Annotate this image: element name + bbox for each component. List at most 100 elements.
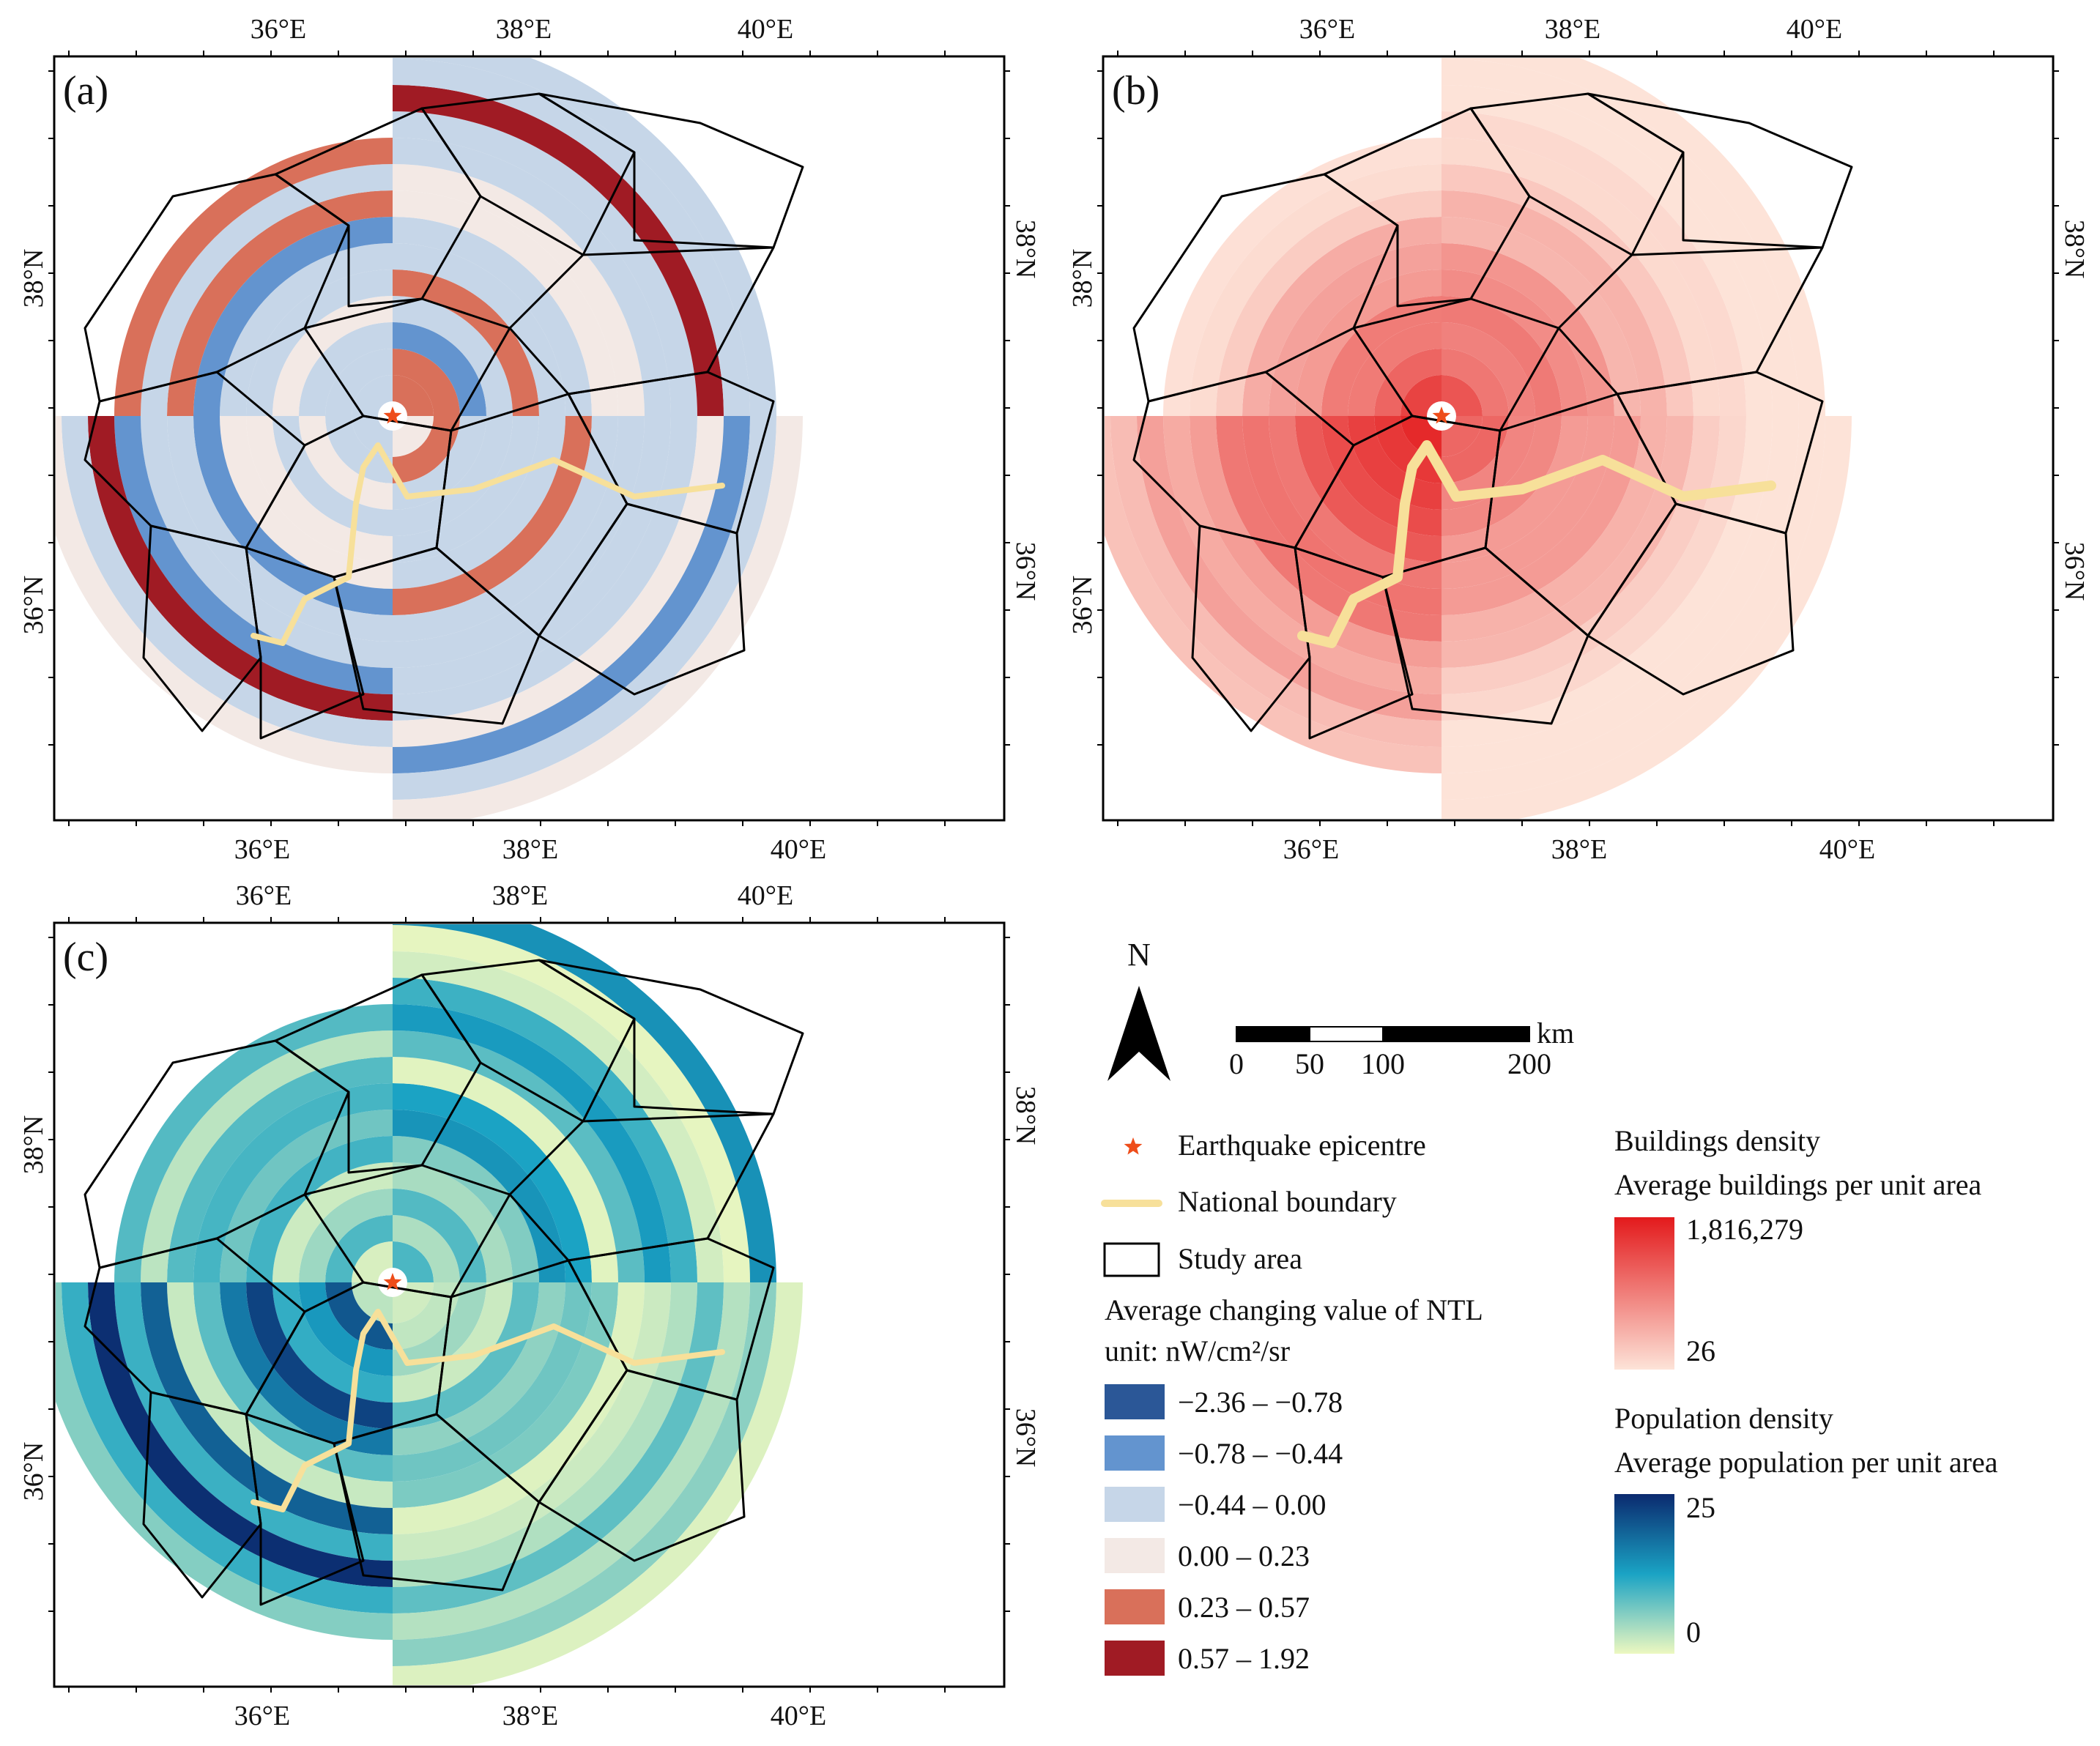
panel-a-left-lat-label: 36°N [18, 576, 49, 635]
population-legend-max: 25 [1686, 1491, 1715, 1524]
north-arrow-icon [1107, 986, 1170, 1081]
panel-a-left-lat-label: 38°N [18, 249, 49, 308]
panel-c-right-lat-label: 36°N [1010, 1408, 1041, 1468]
panel-c-ticks [48, 917, 1010, 1693]
panel-b-rings [1105, 58, 1852, 819]
ntl-class-swatch [1105, 1487, 1165, 1522]
legend-epicentre: Earthquake epicentre [1124, 1129, 1426, 1162]
epicentre-star-icon [383, 406, 402, 424]
district-boundary [1191, 524, 1311, 732]
panel-c-right-lat-label: 38°N [1010, 1086, 1041, 1145]
district-boundary [1469, 92, 1685, 256]
ntl-class-label: −0.78 – −0.44 [1178, 1437, 1343, 1470]
panel-a-label: (a) [63, 68, 108, 114]
panel-a-top-lon-label: 38°E [496, 14, 552, 45]
ntl-class-swatch [1105, 1641, 1165, 1676]
panel-b-bottom-lon-label: 40°E [1819, 834, 1875, 865]
panel-a-bottom-lon-label: 36°E [234, 834, 290, 865]
district-boundary [1352, 297, 1560, 432]
district-boundary [1587, 502, 1795, 696]
panel-b-left-lat-label: 38°N [1067, 249, 1098, 308]
district-boundary [567, 371, 775, 535]
panel-c-rings [56, 924, 803, 1685]
district-boundary [420, 92, 636, 256]
panel-b-epicentre [1432, 406, 1451, 424]
panel-a-right-lat-label: 36°N [1010, 542, 1041, 601]
legend-study-area: Study area [1103, 1242, 1302, 1277]
buildings-legend-subtitle: Average buildings per unit area [1614, 1168, 1982, 1201]
panel-c-bottom-lon-label: 38°E [502, 1701, 558, 1731]
panel-b-bottom-lon-label: 36°E [1283, 834, 1339, 865]
panel-a-bottom-lon-label: 40°E [771, 834, 826, 865]
legend-national-boundary: National boundary [1101, 1185, 1397, 1218]
legend-study-area-label: Study area [1178, 1242, 1302, 1275]
panel-c-bottom-lon-label: 36°E [234, 1701, 290, 1731]
population-legend-min: 0 [1686, 1616, 1701, 1649]
scale-bar-tick: 0 [1229, 1047, 1244, 1080]
panel-c-left-lat-label: 36°N [18, 1442, 49, 1501]
ntl-legend-classes: −2.36 – −0.78 −0.78 – −0.44 −0.44 – 0.00 0.… [1105, 1384, 1343, 1676]
panel-c-label: (c) [63, 935, 108, 980]
panel-a-right-lat-label: 38°N [1010, 220, 1041, 279]
ntl-class-swatch [1105, 1435, 1165, 1471]
panel-b-label: (b) [1112, 68, 1160, 114]
ntl-class-swatch [1105, 1589, 1165, 1624]
panel-c-epicentre [383, 1273, 402, 1290]
panel-b-right-lat-label: 36°N [2059, 542, 2090, 601]
panel-b-national-boundary [1297, 440, 1776, 648]
buildings-colorbar [1614, 1217, 1674, 1370]
panel-b-right-lat-label: 38°N [2059, 220, 2090, 279]
district-boundary [303, 1164, 511, 1299]
district-boundary [420, 959, 636, 1123]
panel-b-ticks [1097, 51, 2059, 826]
scale-bar-unit: km [1537, 1017, 1574, 1050]
district-boundary [567, 1237, 775, 1401]
epicentre-star-icon [1124, 1137, 1143, 1155]
population-legend-title: Population density [1614, 1402, 1833, 1435]
legend-epicentre-label: Earthquake epicentre [1178, 1129, 1426, 1162]
national-boundary-line [251, 442, 725, 646]
district-boundary [538, 1369, 746, 1562]
ntl-class-label: −0.44 – 0.00 [1178, 1488, 1327, 1521]
district-boundary [538, 502, 746, 696]
ntl-legend-title: Average changing value of NTL [1105, 1293, 1483, 1326]
epicentre-star-icon [383, 1273, 402, 1290]
panel-c-bottom-lon-label: 40°E [771, 1701, 826, 1731]
district-boundary [333, 1413, 541, 1591]
panel-c-national-boundary [251, 1309, 725, 1512]
buildings-legend-title: Buildings density [1614, 1124, 1820, 1157]
national-boundary-line [251, 1309, 725, 1512]
scale-bar: km 0 50 100 200 [1229, 1017, 1574, 1080]
district-boundary [333, 546, 541, 725]
panel-b-bottom-lon-label: 38°E [1551, 834, 1607, 865]
panel-c: (c) 36°E 38°E 40°E 36°E 38°E 40°E 38°N 3… [18, 880, 1041, 1731]
ntl-class-swatch [1105, 1384, 1165, 1419]
north-arrow: N [1107, 937, 1170, 1081]
panel-b-top-lon-label: 38°E [1545, 14, 1600, 45]
panel-c-top-lon-label: 38°E [492, 880, 548, 911]
district-boundary [142, 1391, 262, 1599]
panel-a-national-boundary [251, 442, 725, 646]
ntl-class-label: 0.23 – 0.57 [1178, 1591, 1310, 1624]
scale-bar-tick: 200 [1507, 1047, 1551, 1080]
panel-a-bottom-lon-label: 38°E [502, 834, 558, 865]
north-arrow-label: N [1127, 937, 1151, 973]
scale-bar-tick: 50 [1295, 1047, 1324, 1080]
buildings-legend-min: 26 [1686, 1334, 1715, 1367]
district-boundary [142, 524, 262, 732]
ntl-class-swatch [1105, 1538, 1165, 1573]
population-legend-subtitle: Average population per unit area [1614, 1446, 1998, 1479]
buildings-legend-max: 1,816,279 [1686, 1213, 1803, 1246]
ntl-legend-unit: unit: nW/cm²/sr [1105, 1334, 1290, 1367]
ntl-class-label: 0.00 – 0.23 [1178, 1539, 1310, 1572]
panel-a-epicentre [383, 406, 402, 424]
panel-c-top-lon-label: 36°E [236, 880, 292, 911]
epicentre-star-icon [1432, 406, 1451, 424]
panel-a-ticks [48, 51, 1010, 826]
panel-b: (b) 36°E 38°E 40°E 36°E 38°E 40°E 38°N 3… [1067, 14, 2090, 865]
panel-b-top-lon-label: 40°E [1787, 14, 1842, 45]
study-area-box-icon [1103, 1242, 1160, 1277]
panel-a-top-lon-label: 40°E [738, 14, 793, 45]
ntl-class-label: 0.57 – 1.92 [1178, 1642, 1310, 1675]
district-boundary [303, 297, 511, 432]
